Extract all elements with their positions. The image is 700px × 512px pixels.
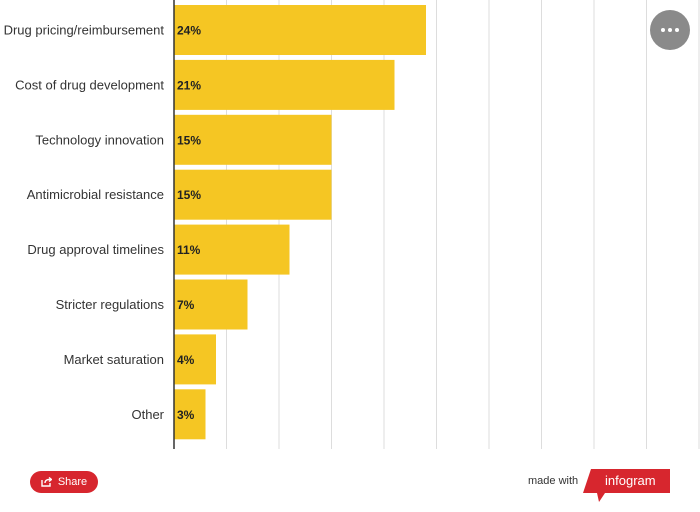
value-label: 21% [177,78,201,92]
more-options-icon-dot [675,28,679,32]
infogram-logo-text: infogram [605,473,656,488]
category-label: Drug pricing/reimbursement [4,23,165,38]
value-label: 24% [177,24,201,38]
value-label: 3% [177,408,195,422]
bar[interactable] [174,169,332,220]
more-options-button[interactable] [650,10,690,50]
bar[interactable] [174,224,290,275]
bar[interactable] [174,279,248,330]
more-options-icon [661,28,665,32]
value-label: 11% [177,243,201,257]
category-label: Technology innovation [35,132,164,147]
bar[interactable] [174,5,426,55]
value-labels: 24% 21% 15% 15% 11% 7% 4% 3% [177,24,201,422]
bar[interactable] [174,334,216,385]
value-label: 4% [177,353,195,367]
share-icon [41,477,52,487]
share-button[interactable]: Share [30,471,98,493]
bars [174,5,426,440]
category-label: Drug approval timelines [27,242,164,257]
category-label: Market saturation [64,352,164,367]
category-labels: Drug pricing/reimbursement Cost of drug d… [4,23,165,422]
infogram-logo-icon [583,469,670,502]
share-label: Share [57,476,88,488]
category-label: Cost of drug development [15,77,164,92]
more-options-icon-dot [668,28,672,32]
bar-chart: Drug pricing/reimbursement Cost of drug d… [4,0,700,449]
made-with-label: made with [528,475,579,487]
value-label: 7% [177,298,195,312]
category-label: Antimicrobial resistance [27,187,164,202]
bar[interactable] [174,389,206,440]
category-label: Other [131,407,164,422]
value-label: 15% [177,188,201,202]
bar[interactable] [174,114,332,165]
bar[interactable] [174,59,395,110]
infogram-logo-link[interactable]: infogram [583,469,670,502]
value-label: 15% [177,133,201,147]
category-label: Stricter regulations [56,297,165,312]
